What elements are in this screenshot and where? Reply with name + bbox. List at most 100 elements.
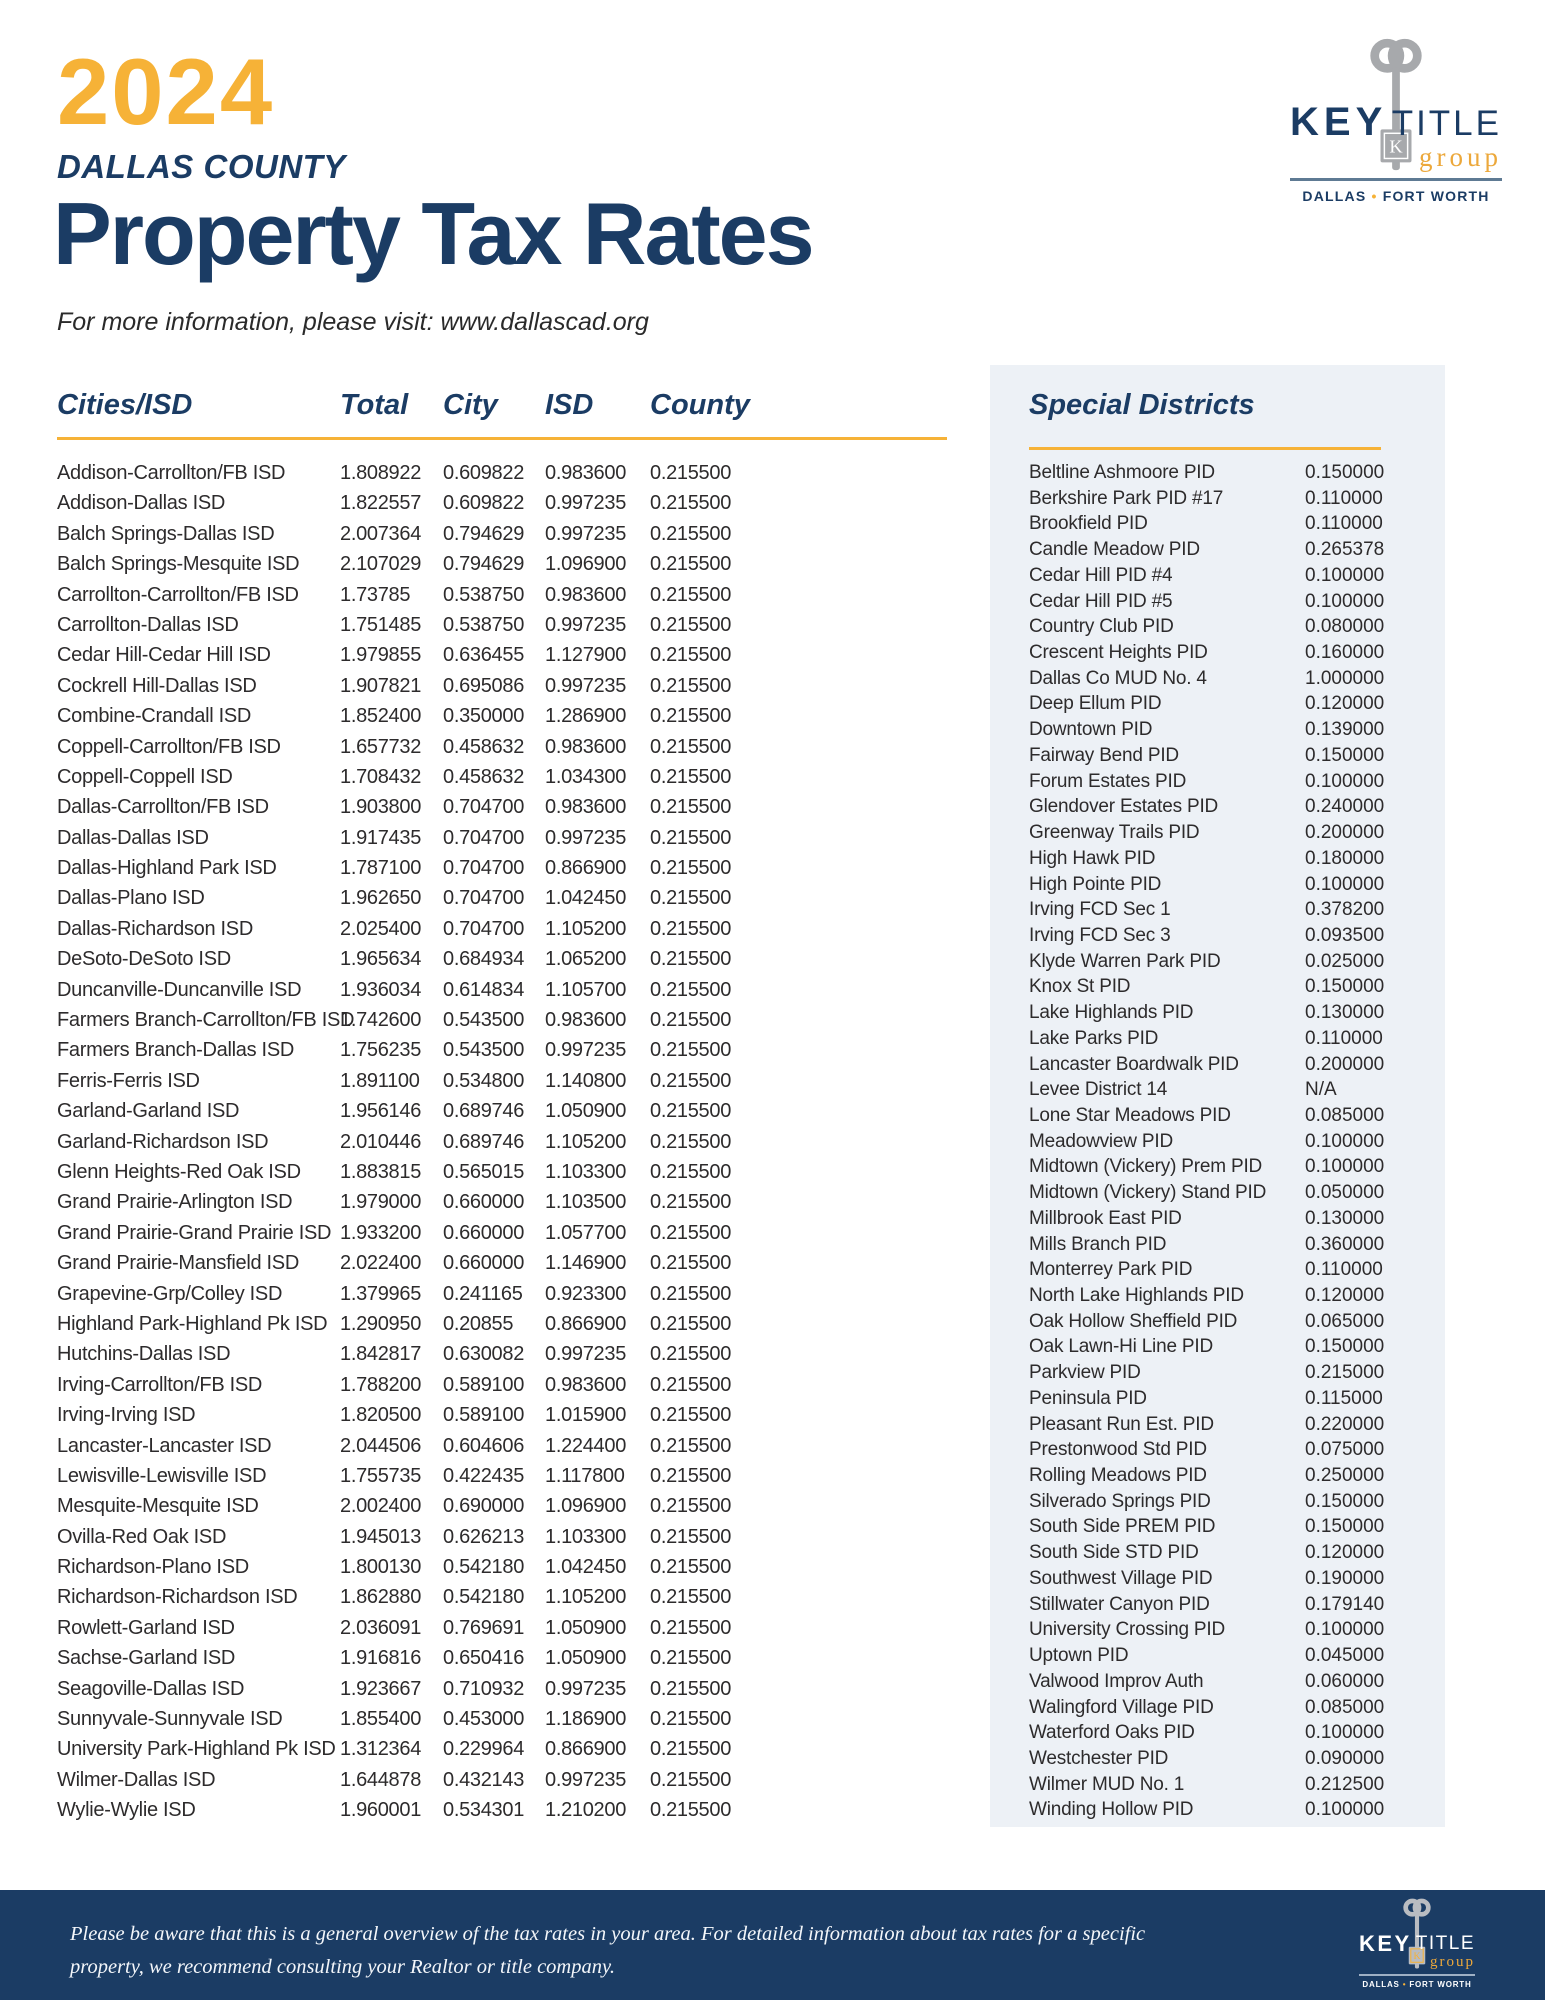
district-row: South Side STD PID 0.120000	[1029, 1540, 1425, 1566]
rate-value: 0.534800	[443, 1069, 525, 1092]
footer-logo-divider	[1359, 1974, 1475, 1976]
rate-value: 0.543500	[443, 1009, 525, 1032]
district-row: Beltline Ashmoore PID 0.150000	[1029, 460, 1425, 486]
district-name: Cedar Hill PID #4	[1029, 564, 1173, 586]
rate-value: 0.534301	[443, 1799, 525, 1822]
table-row: Garland-Garland ISD 1.956146 0.689746 1.050…	[57, 1096, 947, 1126]
special-districts-panel: Special Districts Beltline Ashmoore PID 0…	[990, 365, 1445, 1827]
district-row: Stillwater Canyon PID 0.179140	[1029, 1592, 1425, 1618]
table-row: Highland Park-Highland Pk ISD 1.290950 0.2…	[57, 1309, 947, 1339]
rate-value: 0.458632	[443, 735, 525, 758]
district-rate: 0.093500	[1305, 924, 1385, 946]
rate-value: 2.107029	[340, 553, 422, 576]
svg-text:K: K	[1413, 1951, 1420, 1962]
city-isd-name: Sachse-Garland ISD	[57, 1647, 236, 1670]
rate-value: 1.186900	[545, 1708, 627, 1731]
table-row: Irving-Carrollton/FB ISD 1.788200 0.589100…	[57, 1370, 947, 1400]
district-row: Monterrey Park PID 0.110000	[1029, 1257, 1425, 1283]
district-name: Knox St PID	[1029, 976, 1131, 998]
rate-value: 1.224400	[545, 1434, 627, 1457]
rate-value: 0.215500	[650, 796, 732, 819]
city-isd-name: Irving-Carrollton/FB ISD	[57, 1373, 263, 1396]
rate-value: 2.036091	[340, 1616, 422, 1639]
rate-value: 1.105700	[545, 978, 627, 1001]
district-rate: 0.360000	[1305, 1233, 1385, 1255]
rate-value: 1.756235	[340, 1039, 422, 1062]
district-rate: 1.000000	[1305, 667, 1385, 689]
district-name: Downtown PID	[1029, 719, 1153, 741]
city-isd-name: Carrollton-Dallas ISD	[57, 613, 239, 636]
table-row: Glenn Heights-Red Oak ISD 1.883815 0.56501…	[57, 1157, 947, 1187]
table-row: Balch Springs-Mesquite ISD 2.107029 0.7946…	[57, 549, 947, 579]
district-name: Crescent Heights PID	[1029, 642, 1208, 664]
logo-word-title: TITLE	[1391, 104, 1502, 143]
district-rate: 0.100000	[1305, 770, 1385, 792]
rate-value: 1.105200	[545, 1130, 627, 1153]
city-isd-name: Ovilla-Red Oak ISD	[57, 1525, 227, 1548]
district-rate: 0.110000	[1305, 1027, 1383, 1049]
district-name: Mills Branch PID	[1029, 1233, 1167, 1255]
rate-value: 1.755735	[340, 1464, 422, 1487]
district-name: Glendover Estates PID	[1029, 796, 1219, 818]
district-row: Silverado Springs PID 0.150000	[1029, 1489, 1425, 1515]
rate-value: 1.042450	[545, 1556, 627, 1579]
rate-value: 0.215500	[650, 1221, 732, 1244]
rate-value: 1.883815	[340, 1160, 422, 1183]
district-name: Dallas Co MUD No. 4	[1029, 667, 1207, 689]
rate-value: 0.215500	[650, 1464, 732, 1487]
district-row: Glendover Estates PID 0.240000	[1029, 794, 1425, 820]
district-name: Forum Estates PID	[1029, 770, 1187, 792]
district-rate: 0.100000	[1305, 564, 1385, 586]
table-row: Farmers Branch-Dallas ISD 1.756235 0.54350…	[57, 1035, 947, 1065]
rate-value: 0.660000	[443, 1252, 525, 1275]
rate-value: 0.636455	[443, 644, 525, 667]
rate-value: 1.852400	[340, 705, 422, 728]
rate-value: 0.660000	[443, 1221, 525, 1244]
table-row: Duncanville-Duncanville ISD 1.936034 0.614…	[57, 975, 947, 1005]
district-row: South Side PREM PID 0.150000	[1029, 1514, 1425, 1540]
rate-value: 0.704700	[443, 826, 525, 849]
district-row: Winding Hollow PID 0.100000	[1029, 1797, 1425, 1823]
district-row: Greenway Trails PID 0.200000	[1029, 820, 1425, 846]
city-isd-name: Glenn Heights-Red Oak ISD	[57, 1160, 301, 1183]
rate-value: 0.689746	[443, 1100, 525, 1123]
rate-value: 1.103300	[545, 1160, 627, 1183]
district-row: Brookfield PID 0.110000	[1029, 511, 1425, 537]
rate-value: 1.644878	[340, 1768, 422, 1791]
cities-isd-table: Cities/ISD Total City ISD County Addison…	[57, 383, 947, 1826]
col-header-county: County	[650, 389, 750, 421]
footer-band: Please be aware that this is a general o…	[0, 1890, 1545, 2000]
rate-value: 0.794629	[443, 553, 525, 576]
rate-value: 0.614834	[443, 978, 525, 1001]
rate-value: 0.215500	[650, 674, 732, 697]
district-rate: 0.065000	[1305, 1310, 1385, 1332]
district-row: University Crossing PID 0.100000	[1029, 1617, 1425, 1643]
district-rate: 0.200000	[1305, 1053, 1385, 1075]
district-row: Meadowview PID 0.100000	[1029, 1129, 1425, 1155]
rate-value: 1.862880	[340, 1586, 422, 1609]
district-name: Winding Hollow PID	[1029, 1799, 1194, 1821]
rate-value: 0.215500	[650, 1799, 732, 1822]
district-rate: 0.179140	[1305, 1593, 1385, 1615]
district-name: Lancaster Boardwalk PID	[1029, 1053, 1239, 1075]
district-rate: 0.080000	[1305, 616, 1385, 638]
col-header-isd: ISD	[545, 389, 594, 421]
district-row: Lone Star Meadows PID 0.085000	[1029, 1103, 1425, 1129]
rate-value: 0.215500	[650, 462, 732, 484]
rate-value: 0.215500	[650, 553, 732, 576]
district-row: Country Club PID 0.080000	[1029, 614, 1425, 640]
rate-value: 1.057700	[545, 1221, 627, 1244]
rate-value: 0.215500	[650, 1282, 732, 1305]
table-row: Addison-Dallas ISD 1.822557 0.609822 0.9972…	[57, 488, 947, 518]
district-rate: 0.100000	[1305, 1799, 1385, 1821]
district-name: University Crossing PID	[1029, 1619, 1226, 1641]
district-rate: 0.100000	[1305, 590, 1385, 612]
rate-value: 0.215500	[650, 613, 732, 636]
logo-word-group: group	[1419, 142, 1502, 172]
district-rate: 0.190000	[1305, 1567, 1385, 1589]
district-row: Southwest Village PID 0.190000	[1029, 1566, 1425, 1592]
rate-value: 0.215500	[650, 826, 732, 849]
city-isd-name: Grapevine-Grp/Colley ISD	[57, 1282, 283, 1305]
rate-value: 2.044506	[340, 1434, 422, 1457]
district-name: Southwest Village PID	[1029, 1567, 1213, 1589]
